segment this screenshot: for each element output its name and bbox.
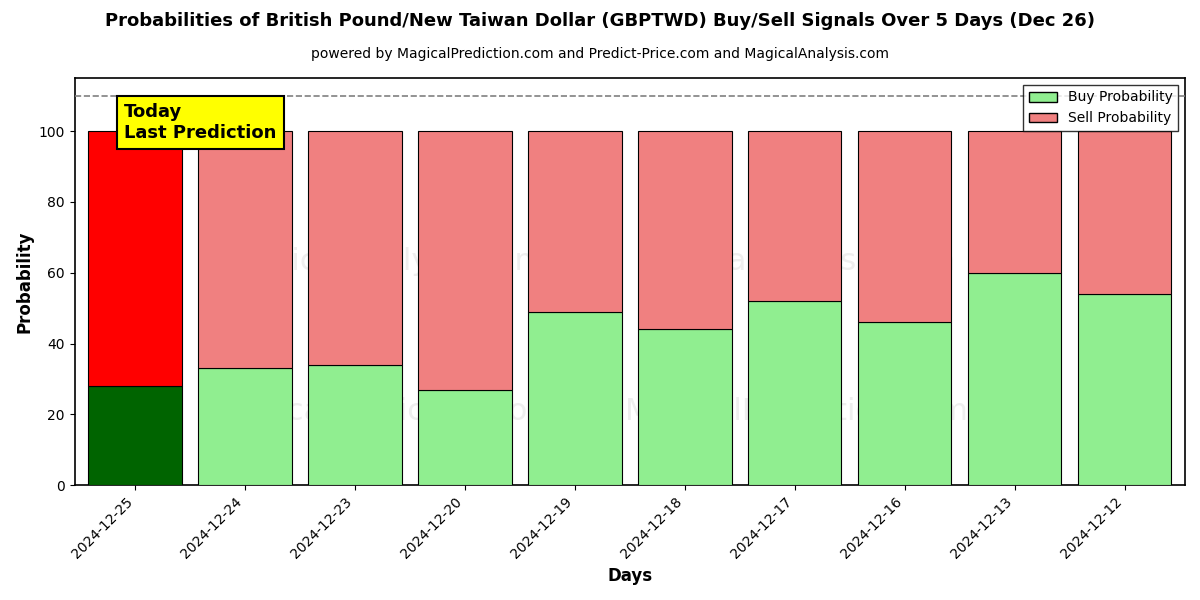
Bar — [1078, 294, 1171, 485]
Y-axis label: Probability: Probability — [16, 230, 34, 333]
Text: MagicalAnalysis.com: MagicalAnalysis.com — [227, 247, 544, 276]
Bar — [968, 273, 1061, 485]
Bar — [858, 131, 952, 322]
Text: Today
Last Prediction: Today Last Prediction — [124, 103, 276, 142]
Bar — [968, 131, 1061, 273]
Bar — [1078, 131, 1171, 294]
Legend: Buy Probability, Sell Probability: Buy Probability, Sell Probability — [1024, 85, 1178, 131]
Bar — [308, 365, 402, 485]
Bar — [419, 131, 511, 389]
Text: MagicalAnalysis.com: MagicalAnalysis.com — [638, 247, 955, 276]
Bar — [638, 329, 732, 485]
Bar — [638, 131, 732, 329]
Bar — [198, 131, 292, 368]
Bar — [858, 322, 952, 485]
Bar — [89, 386, 182, 485]
Bar — [419, 389, 511, 485]
Bar — [308, 131, 402, 365]
Bar — [528, 131, 622, 311]
Text: powered by MagicalPrediction.com and Predict-Price.com and MagicalAnalysis.com: powered by MagicalPrediction.com and Pre… — [311, 47, 889, 61]
Text: Probabilities of British Pound/New Taiwan Dollar (GBPTWD) Buy/Sell Signals Over : Probabilities of British Pound/New Taiwa… — [106, 12, 1096, 30]
Bar — [198, 368, 292, 485]
Text: MagicalPrediction.com: MagicalPrediction.com — [214, 397, 557, 427]
Bar — [89, 131, 182, 386]
Bar — [748, 131, 841, 301]
Bar — [528, 311, 622, 485]
X-axis label: Days: Days — [607, 567, 653, 585]
Text: MagicalPrediction.com: MagicalPrediction.com — [625, 397, 968, 427]
Bar — [748, 301, 841, 485]
